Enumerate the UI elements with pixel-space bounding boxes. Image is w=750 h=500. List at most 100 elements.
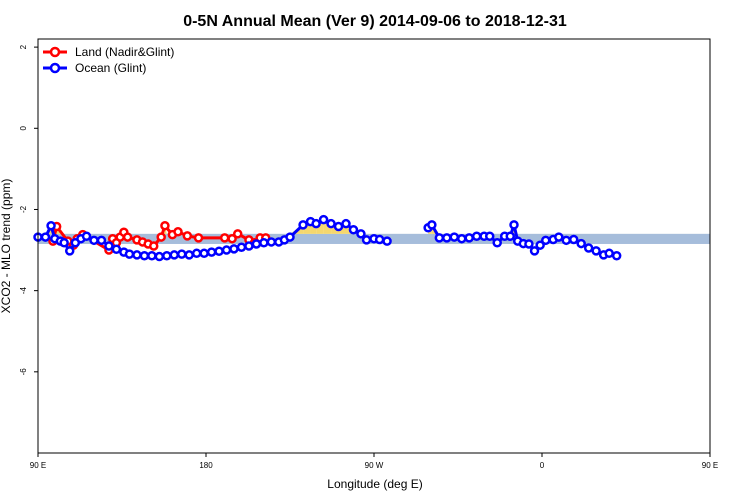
x-tick-label: 90 W bbox=[365, 461, 384, 470]
data-point bbox=[169, 250, 180, 260]
data-point bbox=[318, 214, 329, 225]
data-point bbox=[326, 218, 336, 229]
data-point bbox=[554, 232, 564, 242]
legend-swatch-marker bbox=[49, 46, 61, 58]
data-point bbox=[611, 250, 622, 261]
data-point bbox=[524, 239, 534, 249]
data-point bbox=[382, 236, 392, 246]
series-ocean bbox=[33, 214, 622, 262]
data-point bbox=[147, 250, 157, 261]
data-point bbox=[259, 238, 269, 248]
x-tick-label: 0 bbox=[540, 461, 545, 470]
legend-label: Land (Nadir&Glint) bbox=[75, 45, 174, 59]
data-point bbox=[206, 247, 217, 257]
series-land bbox=[48, 220, 271, 255]
legend-entry: Ocean (Glint) bbox=[43, 61, 146, 75]
data-point bbox=[471, 231, 482, 242]
data-point bbox=[576, 238, 586, 249]
data-point bbox=[266, 237, 277, 247]
data-point bbox=[285, 232, 295, 242]
data-point bbox=[148, 241, 159, 251]
data-point bbox=[111, 244, 122, 254]
y-tick-label: -2 bbox=[19, 205, 28, 213]
data-point bbox=[568, 234, 579, 245]
data-point bbox=[505, 231, 516, 242]
data-point bbox=[40, 232, 51, 242]
data-point bbox=[456, 233, 467, 244]
above-band-fill bbox=[290, 224, 304, 234]
legend-entry: Land (Nadir&Glint) bbox=[43, 45, 174, 59]
data-point bbox=[311, 218, 321, 229]
x-tick-label: 90 E bbox=[702, 461, 718, 470]
data-point bbox=[64, 246, 75, 256]
x-axis-label: Longitude (deg E) bbox=[327, 477, 422, 491]
data-point bbox=[182, 231, 193, 241]
data-point bbox=[244, 241, 254, 251]
data-point bbox=[124, 249, 135, 259]
data-point bbox=[122, 232, 133, 242]
data-point bbox=[561, 235, 572, 246]
data-point bbox=[348, 225, 359, 235]
data-point bbox=[139, 250, 150, 261]
plot-frame bbox=[37, 38, 711, 454]
data-point bbox=[540, 235, 551, 246]
data-point bbox=[341, 218, 351, 229]
data-point bbox=[604, 248, 614, 259]
data-point bbox=[81, 231, 92, 242]
data-point bbox=[251, 239, 262, 249]
data-point bbox=[236, 242, 247, 252]
series-layer bbox=[33, 214, 622, 262]
y-tick-label: 0 bbox=[19, 126, 28, 131]
data-point bbox=[154, 251, 165, 262]
data-point bbox=[229, 244, 239, 254]
data-point bbox=[484, 231, 495, 242]
chart-title: 0-5N Annual Mean (Ver 9) 2014-09-06 to 2… bbox=[183, 13, 567, 30]
data-point bbox=[104, 241, 114, 251]
y-tick-label: -4 bbox=[19, 287, 28, 295]
fill-layer bbox=[45, 219, 518, 234]
data-point bbox=[160, 220, 170, 231]
data-point bbox=[583, 243, 594, 253]
data-point bbox=[214, 246, 224, 257]
data-point bbox=[156, 232, 166, 242]
data-point bbox=[442, 233, 452, 243]
x-tick-label: 180 bbox=[199, 461, 213, 470]
legend-label: Ocean (Glint) bbox=[75, 61, 146, 75]
y-tick-label: -6 bbox=[19, 368, 28, 376]
data-point bbox=[492, 238, 502, 248]
legend-swatch-marker bbox=[49, 62, 61, 74]
y-axis: 2 0 -2 -4 -6 bbox=[19, 44, 38, 375]
data-point bbox=[96, 235, 107, 246]
data-point bbox=[298, 220, 308, 230]
data-point bbox=[333, 221, 344, 232]
data-point bbox=[173, 227, 183, 237]
x-axis: 90 E 180 90 W 0 90 E bbox=[30, 453, 718, 470]
data-point bbox=[199, 248, 209, 259]
data-point bbox=[361, 235, 372, 245]
data-point bbox=[227, 233, 237, 244]
y-tick-label: 2 bbox=[19, 44, 28, 49]
data-point bbox=[219, 233, 230, 243]
data-point bbox=[374, 234, 385, 245]
data-point bbox=[89, 235, 99, 246]
data-point bbox=[535, 240, 545, 250]
data-point bbox=[464, 233, 474, 243]
data-point bbox=[232, 229, 243, 239]
legend: Land (Nadir&Glint) Ocean (Glint) bbox=[43, 45, 174, 75]
data-point bbox=[449, 232, 460, 242]
data-point bbox=[591, 246, 601, 256]
y-axis-label: XCO2 - MLO trend (ppm) bbox=[0, 179, 13, 314]
data-point bbox=[529, 246, 540, 256]
data-point bbox=[162, 250, 172, 261]
data-point bbox=[356, 229, 366, 239]
data-point bbox=[221, 245, 232, 255]
data-point bbox=[509, 220, 519, 230]
x-tick-label: 90 E bbox=[30, 461, 46, 470]
data-point bbox=[46, 220, 56, 231]
data-point bbox=[193, 233, 204, 243]
data-point bbox=[59, 238, 69, 248]
data-point bbox=[184, 250, 194, 260]
data-point bbox=[176, 249, 187, 259]
data-point bbox=[427, 220, 437, 230]
